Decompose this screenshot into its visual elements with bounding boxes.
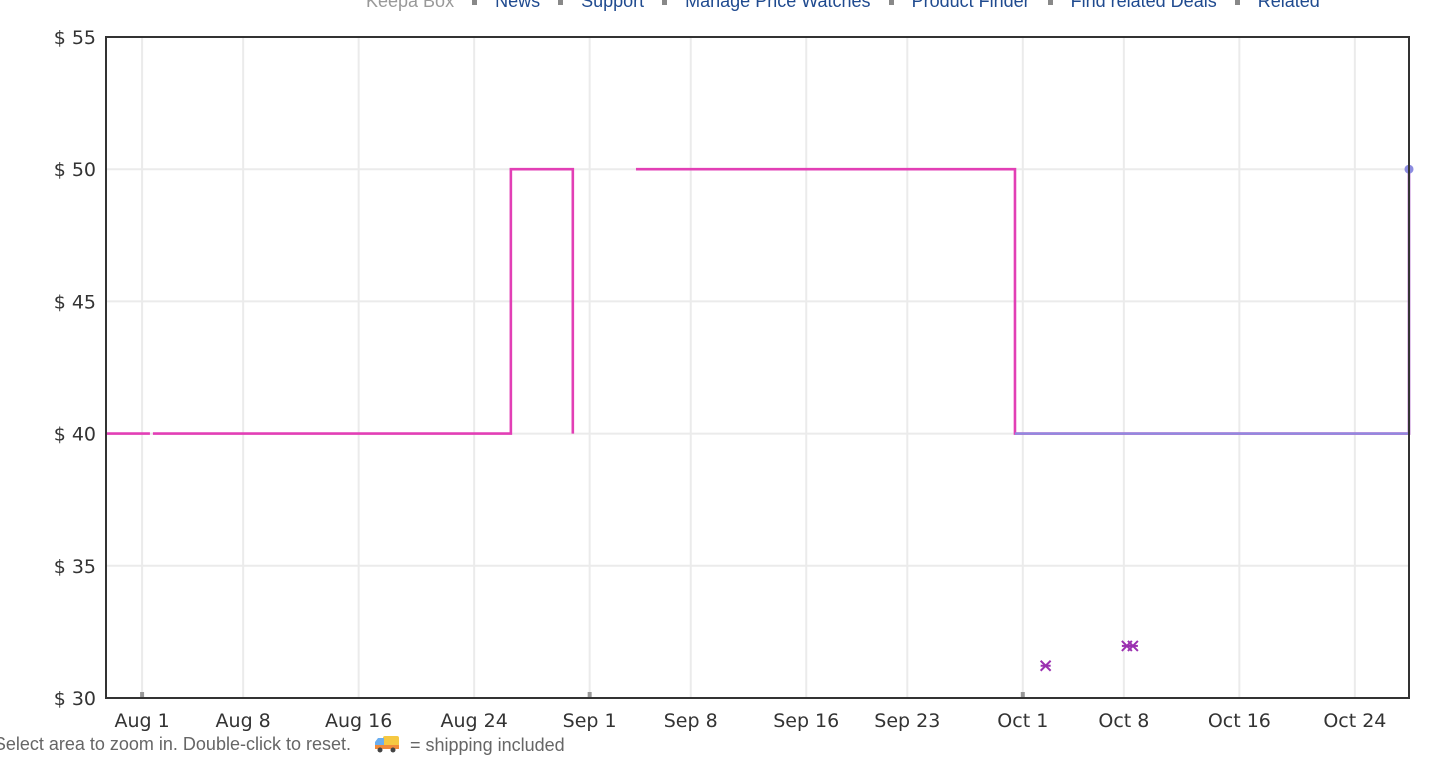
y-tick-label: $ 35 <box>54 556 96 578</box>
nav-separator <box>1047 0 1053 5</box>
nav-support[interactable]: Support <box>581 0 645 11</box>
top-nav: Keepa Box News Support Manage Price Watches… <box>366 0 1320 12</box>
x-tick-label: Aug 1 <box>114 710 169 732</box>
price-point-marker <box>1127 640 1139 652</box>
x-tick-label: Oct 1 <box>997 710 1048 732</box>
shipping-text: = shipping included <box>410 735 565 755</box>
x-tick-label: Sep 16 <box>773 710 839 732</box>
nav-news[interactable]: News <box>495 0 541 11</box>
y-tick-label: $ 45 <box>54 291 96 313</box>
nav-separator <box>558 0 564 5</box>
plot-border <box>105 36 1410 699</box>
x-tick-label: Aug 8 <box>216 710 271 732</box>
price-point-marker <box>1039 660 1052 672</box>
x-tick-label: Sep 1 <box>563 710 617 732</box>
x-tick-label: Oct 8 <box>1098 710 1149 732</box>
y-tick-label: $ 50 <box>54 159 96 181</box>
nav-separator <box>888 0 894 5</box>
nav-find-related-deals[interactable]: Find related Deals <box>1070 0 1217 11</box>
nav-separator <box>1234 0 1240 5</box>
x-tick-label: Aug 24 <box>440 710 507 732</box>
y-tick-label: $ 55 <box>54 27 96 49</box>
plot-area <box>106 37 1409 698</box>
nav-manage-price-watches[interactable]: Manage Price Watches <box>685 0 871 11</box>
nav-separator <box>662 0 668 5</box>
x-tick-label: Sep 23 <box>874 710 940 732</box>
y-tick-label: $ 30 <box>54 688 96 710</box>
nav-product-finder[interactable]: Product Finder <box>911 0 1030 11</box>
shipping-legend: = shipping included <box>374 734 565 756</box>
x-tick-label: Sep 8 <box>664 710 718 732</box>
nav-related[interactable]: Related <box>1257 0 1320 11</box>
x-tick-label: Aug 16 <box>325 710 392 732</box>
x-tick-label: Oct 16 <box>1208 710 1271 732</box>
y-tick-label: $ 40 <box>54 424 96 446</box>
price-line-segment <box>152 167 575 435</box>
zoom-hint: Select area to zoom in. Double-click to … <box>0 734 351 754</box>
delivery-truck-icon <box>375 736 399 753</box>
nav-keepa-box[interactable]: Keepa Box <box>366 0 455 11</box>
nav-separator <box>472 0 478 5</box>
x-tick-label: Oct 24 <box>1323 710 1386 732</box>
